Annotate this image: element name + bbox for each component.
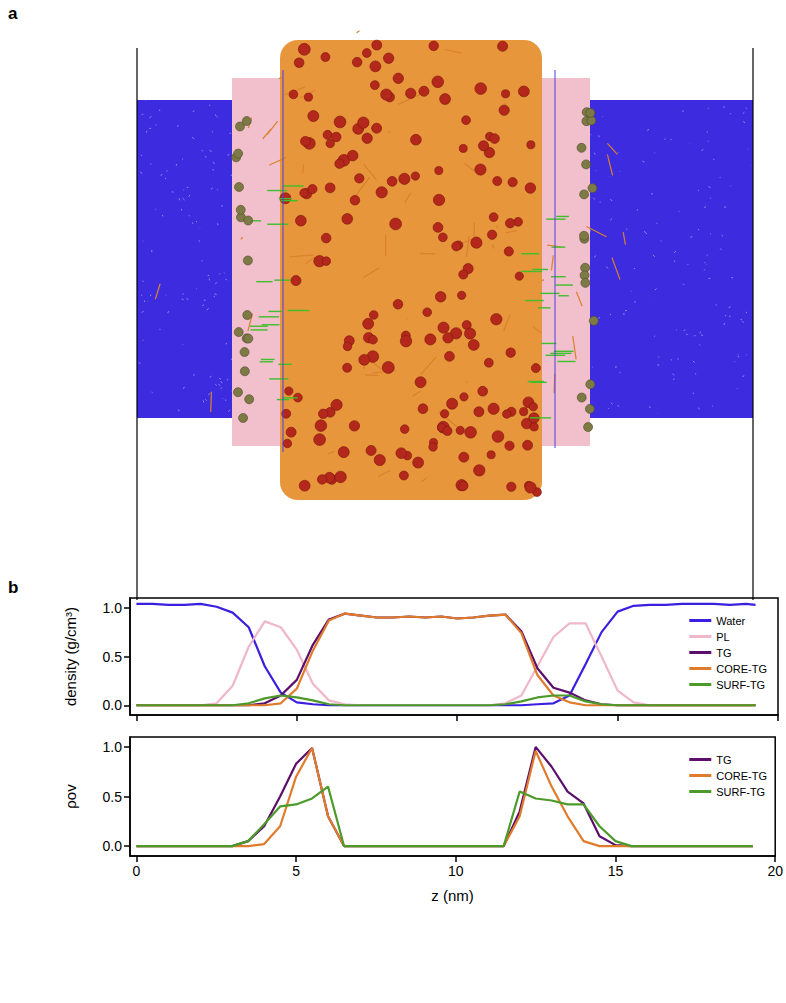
svg-text:1.0: 1.0 — [103, 739, 123, 755]
svg-text:z (nm): z (nm) — [431, 887, 474, 904]
svg-text:0.5: 0.5 — [103, 649, 123, 665]
svg-text:density (g/cm³): density (g/cm³) — [62, 607, 79, 706]
svg-text:1.0: 1.0 — [103, 600, 123, 616]
svg-text:CORE-TG: CORE-TG — [716, 663, 767, 675]
svg-text:ρov: ρov — [62, 784, 79, 809]
svg-text:0: 0 — [132, 863, 140, 879]
svg-text:SURF-TG: SURF-TG — [716, 786, 765, 798]
svg-text:TG: TG — [716, 647, 731, 659]
html-text:b: b — [8, 578, 19, 597]
svg-text:CORE-TG: CORE-TG — [716, 770, 767, 782]
svg-text:PL: PL — [716, 631, 729, 643]
svg-text:0.0: 0.0 — [103, 838, 123, 854]
svg-text:15: 15 — [608, 863, 624, 879]
svg-text:20: 20 — [767, 863, 783, 879]
svg-text:0.0: 0.0 — [103, 697, 123, 713]
svg-text:SURF-TG: SURF-TG — [716, 679, 765, 691]
svg-text:0.5: 0.5 — [103, 789, 123, 805]
svg-text:Water: Water — [716, 615, 745, 627]
svg-text:TG: TG — [716, 754, 731, 766]
svg-text:5: 5 — [292, 863, 300, 879]
html-text:a: a — [8, 4, 18, 23]
svg-text:10: 10 — [448, 863, 464, 879]
